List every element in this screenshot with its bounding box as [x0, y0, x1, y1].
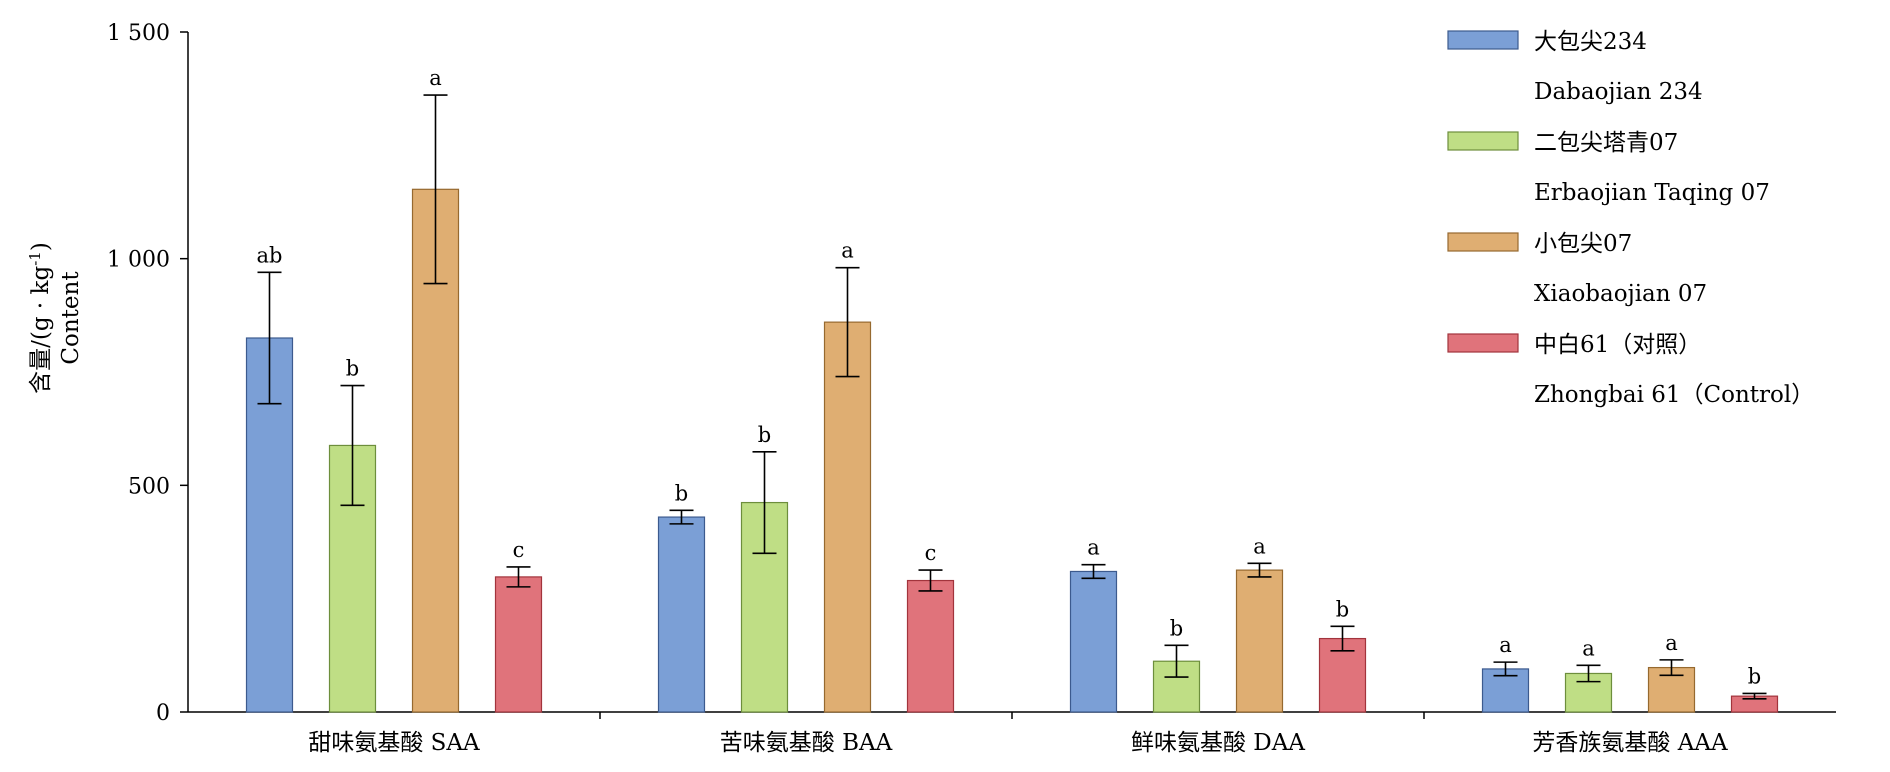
significance-label: b	[346, 357, 359, 381]
significance-label: b	[1336, 597, 1349, 621]
legend-label-en: Zhongbai 61（Control）	[1534, 382, 1814, 408]
y-tick-label: 500	[128, 474, 170, 499]
y-axis-title: 含量/(g · kg-1)	[26, 242, 54, 394]
y-tick-label: 1 500	[107, 21, 170, 46]
significance-label: c	[925, 541, 937, 565]
y-axis-title-line1: 含量/(g · kg	[28, 266, 54, 394]
legend-label: 二包尖塔青07	[1534, 130, 1678, 156]
significance-label: a	[841, 239, 854, 263]
significance-label: ab	[257, 243, 283, 267]
y-axis-title-close: )	[28, 242, 54, 251]
significance-label: b	[758, 423, 771, 447]
legend-swatch	[1447, 30, 1519, 50]
legend-swatch	[1447, 333, 1519, 353]
significance-label: a	[1087, 536, 1100, 560]
legend-label: 大包尖234	[1534, 29, 1647, 55]
y-axis-title-en: Content	[58, 271, 84, 365]
significance-label: a	[1665, 631, 1678, 655]
legend-label-en: Xiaobaojian 07	[1534, 281, 1707, 307]
x-category-label: 苦味氨基酸 BAA	[720, 730, 893, 756]
x-category-label: 芳香族氨基酸 AAA	[1532, 730, 1728, 756]
bar	[906, 579, 955, 713]
significance-label: c	[513, 538, 525, 562]
legend-label-en: Dabaojian 234	[1534, 79, 1703, 105]
legend-label: 中白61（对照）	[1534, 332, 1701, 358]
legend-swatch	[1447, 131, 1519, 151]
legend-label: 小包尖07	[1534, 231, 1632, 257]
significance-label: b	[1170, 616, 1183, 640]
bar	[823, 321, 872, 713]
significance-label: a	[1499, 633, 1512, 657]
y-axis-title-superscript: -1	[26, 251, 44, 266]
x-category-label: 甜味氨基酸 SAA	[308, 730, 480, 756]
significance-label: a	[429, 66, 442, 90]
bar	[494, 576, 543, 713]
y-tick-label: 0	[156, 701, 170, 726]
bar	[1069, 570, 1118, 713]
significance-label: b	[675, 481, 688, 505]
legend-swatch	[1447, 232, 1519, 252]
legend-label-en: Erbaojian Taqing 07	[1534, 180, 1770, 206]
x-category-label: 鲜味氨基酸 DAA	[1131, 730, 1305, 756]
significance-label: b	[1748, 664, 1761, 688]
significance-label: a	[1253, 534, 1266, 558]
significance-label: a	[1582, 636, 1595, 660]
y-tick-label: 1 000	[107, 248, 170, 273]
bar	[1235, 569, 1284, 713]
bar	[657, 516, 706, 713]
